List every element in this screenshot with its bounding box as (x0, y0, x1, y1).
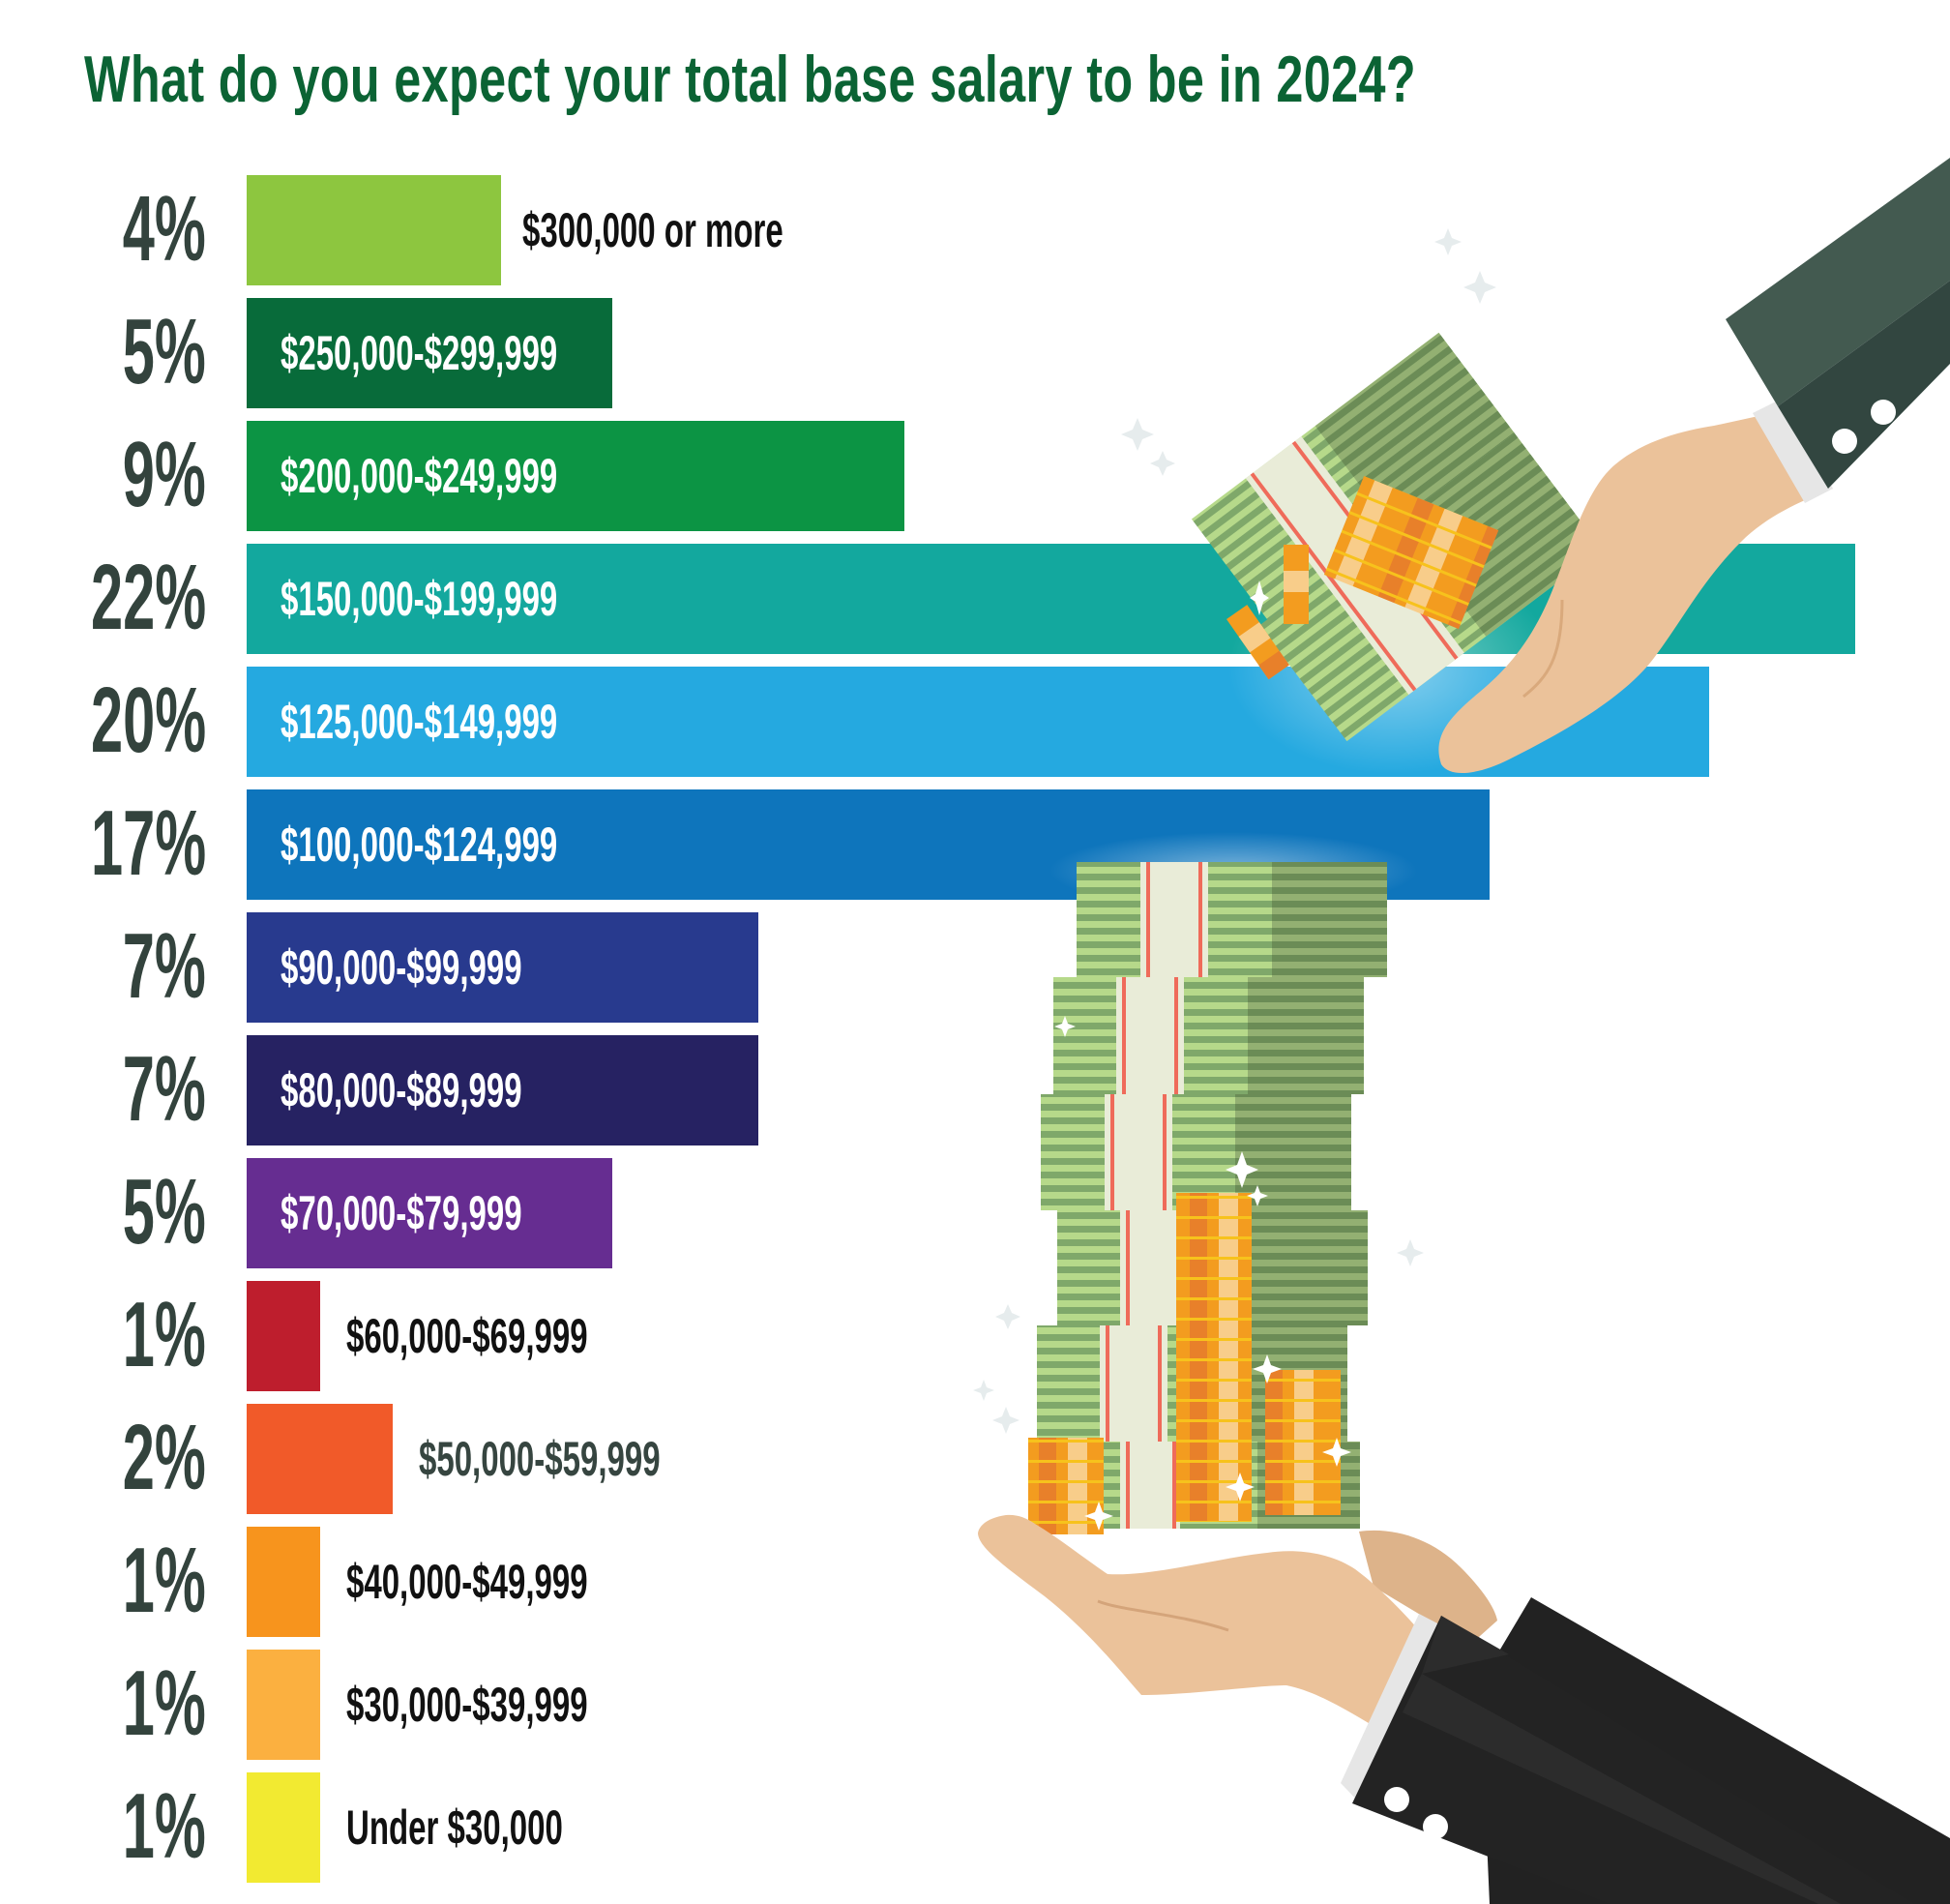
percent-label: 1% (122, 1529, 206, 1632)
range-label: $300,000 or more (522, 203, 783, 257)
percent-label: 17% (90, 791, 206, 895)
bar-row: 5% $70,000-$79,999 (0, 1158, 1950, 1268)
range-label: $150,000-$199,999 (281, 572, 558, 626)
range-label: $30,000-$39,999 (346, 1678, 588, 1732)
bar (247, 1527, 320, 1637)
bar (247, 1404, 393, 1514)
bar-row: 1% $60,000-$69,999 (0, 1281, 1950, 1391)
range-label: $50,000-$59,999 (419, 1432, 661, 1486)
chart-title: What do you expect your total base salar… (84, 43, 1416, 116)
range-label: Under $30,000 (346, 1800, 563, 1855)
bar (247, 912, 758, 1023)
bar-row: 5% $250,000-$299,999 (0, 298, 1950, 408)
percent-label: 1% (122, 1774, 206, 1878)
percent-label: 2% (122, 1406, 206, 1509)
range-label: $40,000-$49,999 (346, 1555, 588, 1609)
range-label: $250,000-$299,999 (281, 326, 558, 380)
bar-row: 4% $300,000 or more (0, 175, 1950, 285)
percent-label: 7% (122, 1037, 206, 1141)
range-label: $125,000-$149,999 (281, 695, 558, 749)
bar (247, 421, 904, 531)
bar (247, 1650, 320, 1760)
bar-row: 2% $50,000-$59,999 (0, 1404, 1950, 1514)
bar (247, 175, 501, 285)
range-label: $60,000-$69,999 (346, 1309, 588, 1363)
bar (247, 1035, 758, 1145)
percent-label: 7% (122, 914, 206, 1018)
bar-row: 7% $90,000-$99,999 (0, 912, 1950, 1023)
percent-label: 4% (122, 177, 206, 281)
bar-row: 9% $200,000-$249,999 (0, 421, 1950, 531)
bar-row: 7% $80,000-$89,999 (0, 1035, 1950, 1145)
range-label: $90,000-$99,999 (281, 940, 522, 995)
percent-label: 9% (122, 423, 206, 526)
bar (247, 1281, 320, 1391)
bar (247, 1158, 612, 1268)
percent-label: 1% (122, 1651, 206, 1755)
range-label: $70,000-$79,999 (281, 1186, 522, 1240)
range-label: $80,000-$89,999 (281, 1063, 522, 1117)
range-label: $200,000-$249,999 (281, 449, 558, 503)
bar-row: 22% $150,000-$199,999 (0, 544, 1950, 654)
percent-label: 20% (90, 669, 206, 772)
percent-label: 5% (122, 300, 206, 403)
bar-row: 1% Under $30,000 (0, 1772, 1950, 1883)
bar-row: 17% $100,000-$124,999 (0, 789, 1950, 900)
bar-row: 20% $125,000-$149,999 (0, 667, 1950, 777)
bar-row: 1% $30,000-$39,999 (0, 1650, 1950, 1760)
percent-label: 1% (122, 1283, 206, 1386)
percent-label: 5% (122, 1160, 206, 1264)
bar-row: 1% $40,000-$49,999 (0, 1527, 1950, 1637)
bar (247, 298, 612, 408)
percent-label: 22% (90, 546, 206, 649)
bar (247, 1772, 320, 1883)
range-label: $100,000-$124,999 (281, 818, 558, 872)
